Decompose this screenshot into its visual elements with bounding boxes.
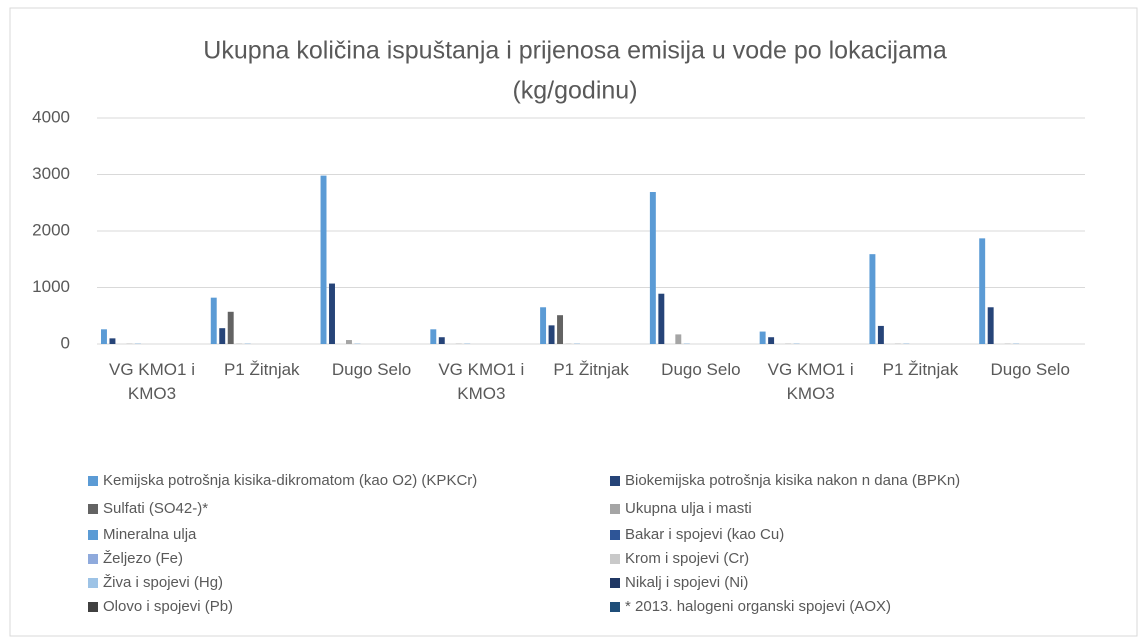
bar [987,307,994,344]
legend-label: Krom i spojevi (Cr) [625,550,749,567]
bar [768,337,775,344]
legend-swatch [88,530,98,540]
bar [438,337,445,344]
x-tick-label: VG KMO1 i KMO3 [767,360,854,403]
legend-swatch [88,554,98,564]
bar [675,334,682,344]
legend-swatch [88,578,98,588]
legend-swatch [88,602,98,612]
bar [548,325,555,344]
legend-label: Olovo i spojevi (Pb) [103,598,233,615]
legend-swatch [610,530,620,540]
bar [540,307,547,344]
bar [649,192,656,344]
y-tick-label: 0 [61,333,70,352]
legend-label: Sulfati (SO42-)* [103,500,208,517]
x-tick-label: Dugo Selo [331,360,412,379]
y-tick-label: 4000 [32,107,70,126]
y-tick-label: 3000 [32,164,70,183]
legend-swatch [610,504,620,514]
legend-swatch [610,602,620,612]
chart-title: (kg/godinu) [512,77,637,105]
bar [557,315,564,344]
bar [109,338,116,344]
bar [219,328,226,344]
legend-label: * 2013. halogeni organski spojevi (AOX) [625,598,891,615]
x-tick-label: P1 Žitnjak [553,360,629,379]
legend-label: Mineralna ulja [103,526,197,543]
bar [227,311,234,344]
y-tick-label: 1000 [32,277,70,296]
legend-swatch [610,476,620,486]
legend-swatch [88,504,98,514]
x-tick-label: P1 Žitnjak [223,360,300,379]
bar [346,340,352,344]
legend-swatch [88,476,98,486]
x-tick-label: VG KMO1 i KMO3 [438,360,525,403]
bar [210,297,217,344]
bar [101,329,107,344]
bar [320,175,327,344]
x-tick-label: Dugo Selo [990,360,1070,379]
y-tick-label: 2000 [32,220,70,239]
bar [329,283,335,344]
chart-title: Ukupna količina ispuštanja i prijenosa e… [203,37,947,65]
bar [658,293,665,344]
x-tick-label: Dugo Selo [661,360,741,379]
legend-label: Ukupna ulja i masti [625,500,752,517]
legend-label: Bakar i spojevi (kao Cu) [625,526,784,543]
bar [979,238,986,344]
bar [869,254,876,344]
legend-swatch [610,578,620,588]
legend-label: Kemijska potrošnja kisika-dikromatom (ka… [103,472,477,489]
bar [877,325,884,344]
legend-label: Nikalj i spojevi (Ni) [625,574,748,591]
legend-swatch [610,554,620,564]
x-tick-label: P1 Žitnjak [882,360,959,379]
legend-label: Biokemijska potrošnja kisika nakon n dan… [625,472,960,489]
chart-border [9,7,1138,637]
bar [759,331,766,344]
x-tick-label: VG KMO1 i KMO3 [109,360,195,403]
bar [430,329,437,344]
legend-label: Željezo (Fe) [103,550,183,567]
legend-label: Živa i spojevi (Hg) [103,574,223,591]
